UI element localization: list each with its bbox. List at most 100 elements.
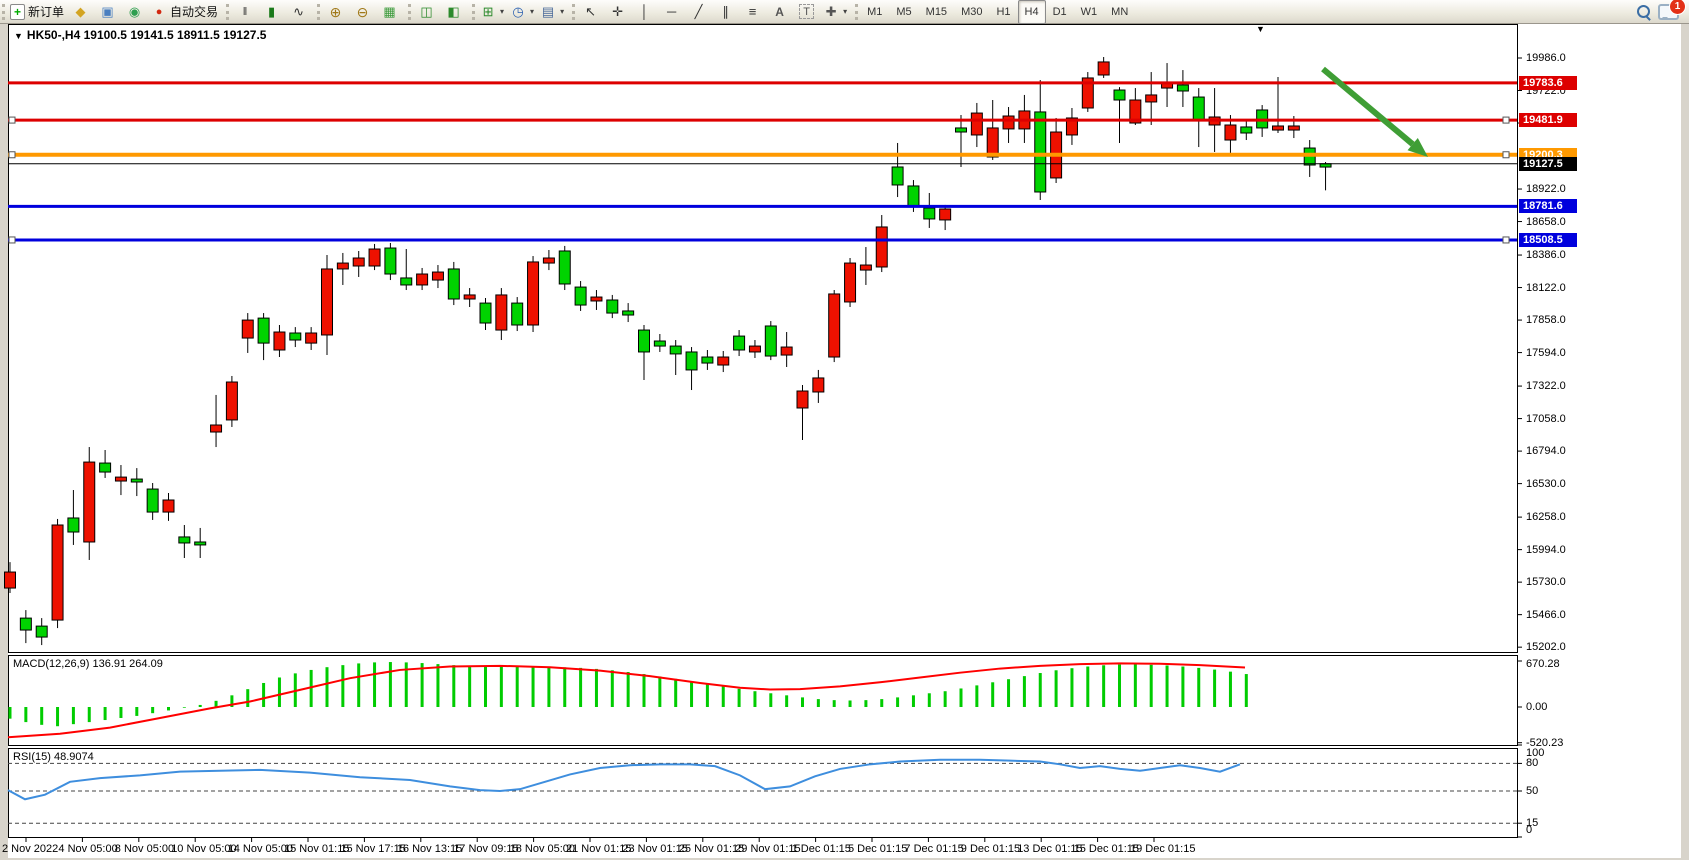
- macd-hist-bar: [103, 707, 107, 721]
- level-handle[interactable]: [8, 151, 16, 159]
- channel-button[interactable]: ∥: [712, 1, 739, 23]
- candle-body: [194, 541, 207, 546]
- auto-scroll-button[interactable]: ◫: [413, 1, 440, 23]
- x-axis-label: 1 Dec 01:15: [791, 843, 851, 855]
- timeframe-m30-button[interactable]: M30: [961, 5, 983, 18]
- timeframe-mn-button[interactable]: MN: [1111, 5, 1129, 18]
- sell-signal-arrow[interactable]: [1321, 66, 1415, 147]
- level-handle[interactable]: [1502, 236, 1510, 244]
- macd-hist-bar: [959, 688, 963, 707]
- candle-body: [638, 329, 650, 353]
- chart-menu-icon[interactable]: ▼: [14, 31, 23, 41]
- chart-shift-button[interactable]: ◧: [440, 1, 467, 23]
- search-icon[interactable]: [1637, 5, 1650, 18]
- clock-icon: ◷: [512, 3, 524, 19]
- macd-hist-bar: [547, 667, 551, 707]
- timeframe-m5-button[interactable]: M5: [896, 5, 912, 18]
- timeframe-m1-button[interactable]: M1: [867, 5, 883, 18]
- macd-hist-bar: [24, 707, 28, 723]
- y-axis-label: 16794.0: [1526, 445, 1566, 458]
- x-axis-label: 2 Nov 2022: [2, 843, 59, 855]
- arrows-button[interactable]: ✚ ▾: [820, 1, 850, 23]
- scroll-anchor-icon[interactable]: ▼: [1256, 24, 1265, 34]
- bars-icon: ‖: [242, 5, 248, 18]
- macd-hist-bar: [420, 663, 424, 707]
- zoom-out-button[interactable]: ⊖: [349, 1, 376, 23]
- macd-hist-bar: [1102, 665, 1106, 707]
- level-handle[interactable]: [1502, 151, 1510, 159]
- level-handle[interactable]: [1502, 116, 1510, 124]
- toolbar-right: 1: [1637, 0, 1689, 20]
- macd-hist-bar: [864, 700, 868, 707]
- macd-hist-bar: [1181, 666, 1185, 707]
- toolbar-group-timeframes: M1 M5 M15 M30 H1 H4 D1 W1 MN: [853, 0, 1138, 24]
- x-axis-label: 5 Dec 01:15: [848, 843, 908, 855]
- timeframe-m15-button[interactable]: M15: [925, 5, 948, 18]
- candle-body: [4, 571, 16, 589]
- gold-button[interactable]: ◆: [67, 1, 94, 23]
- y-axis-label: 16258.0: [1526, 511, 1566, 524]
- screen-icon: ▣: [101, 3, 114, 19]
- text-label-button[interactable]: T: [793, 1, 820, 23]
- bar-chart-button[interactable]: ‖: [231, 1, 258, 23]
- arrows-icon: ✚: [825, 3, 837, 19]
- macd-hist-bar: [785, 695, 789, 707]
- autotrade-button[interactable]: ● 自动交易: [148, 1, 221, 23]
- candle-body: [273, 331, 286, 351]
- x-axis-label: 19 Dec 01:15: [1130, 843, 1196, 855]
- new-chart-button[interactable]: ⊞ ▾: [477, 1, 507, 23]
- text-button[interactable]: A: [766, 1, 793, 23]
- price-tag-19481.9: 19481.9: [1519, 113, 1577, 128]
- macd-hist-bar: [1149, 664, 1153, 707]
- macd-hist-bar: [71, 707, 75, 725]
- level-handle[interactable]: [8, 236, 16, 244]
- timeframe-d1-button[interactable]: D1: [1052, 5, 1067, 18]
- cursor-button[interactable]: ↖: [577, 1, 604, 23]
- horizontal-line-button[interactable]: ─: [658, 1, 685, 23]
- timeframe-w1-button[interactable]: W1: [1080, 5, 1098, 18]
- zoom-in-button[interactable]: ⊕: [322, 1, 349, 23]
- notifications-icon[interactable]: 1: [1658, 0, 1686, 20]
- signals-button[interactable]: ◉: [121, 1, 148, 23]
- trendline-button[interactable]: ╱: [685, 1, 712, 23]
- rsi-indicator-label: RSI(15) 48.9074: [13, 751, 94, 763]
- macd-hist-bar: [182, 707, 186, 708]
- y-axis-label: 17858.0: [1526, 314, 1566, 327]
- x-axis-label: 9 Dec 01:15: [960, 843, 1021, 855]
- vertical-line-button[interactable]: │: [631, 1, 658, 23]
- chart-title-text: HK50-,H4 19100.5 19141.5 18911.5 19127.5: [26, 28, 267, 42]
- y-axis-label: 18922.0: [1526, 183, 1566, 196]
- candle-body: [685, 351, 698, 371]
- template-button[interactable]: ▤ ▾: [537, 1, 567, 23]
- y-axis-label: 17058.0: [1526, 412, 1566, 425]
- sell-signal-arrow-head[interactable]: [1407, 138, 1428, 157]
- period-button[interactable]: ◷ ▾: [507, 1, 537, 23]
- candle-body: [955, 127, 967, 133]
- line-chart-button[interactable]: ∿: [285, 1, 312, 23]
- candle-body: [51, 524, 64, 621]
- macd-hist-bar: [262, 682, 266, 707]
- terminal-button[interactable]: ▣: [94, 1, 121, 23]
- macd-hist-bar: [40, 707, 44, 725]
- macd-axis-label: 0.00: [1526, 701, 1548, 713]
- timeframe-h4-button[interactable]: H4: [1017, 0, 1046, 24]
- crosshair-button[interactable]: ✛: [604, 1, 631, 23]
- macd-hist-bar: [563, 667, 567, 707]
- candle-body: [1287, 125, 1300, 131]
- x-axis-label: 18 Nov 05:00: [509, 843, 576, 855]
- x-axis-label: 15 Nov 17:15: [340, 843, 406, 855]
- candle-body: [875, 226, 888, 268]
- new-order-button[interactable]: + 新订单: [7, 1, 67, 23]
- fibonacci-button[interactable]: ≡: [739, 1, 766, 23]
- tile-windows-button[interactable]: ▦: [376, 1, 403, 23]
- macd-hist-bar: [452, 665, 456, 707]
- timeframe-h1-button[interactable]: H1: [996, 5, 1011, 18]
- dropdown-arrow-icon: ▾: [530, 7, 535, 16]
- level-handle[interactable]: [8, 116, 16, 124]
- candle-chart-button[interactable]: ▮: [258, 1, 285, 23]
- x-axis-label: 23 Nov 01:15: [622, 843, 688, 855]
- y-axis-label: 18386.0: [1526, 249, 1566, 262]
- price-tag-18508.5: 18508.5: [1519, 232, 1577, 247]
- candle-body: [622, 310, 635, 316]
- macd-axis-label: 670.28: [1526, 658, 1560, 670]
